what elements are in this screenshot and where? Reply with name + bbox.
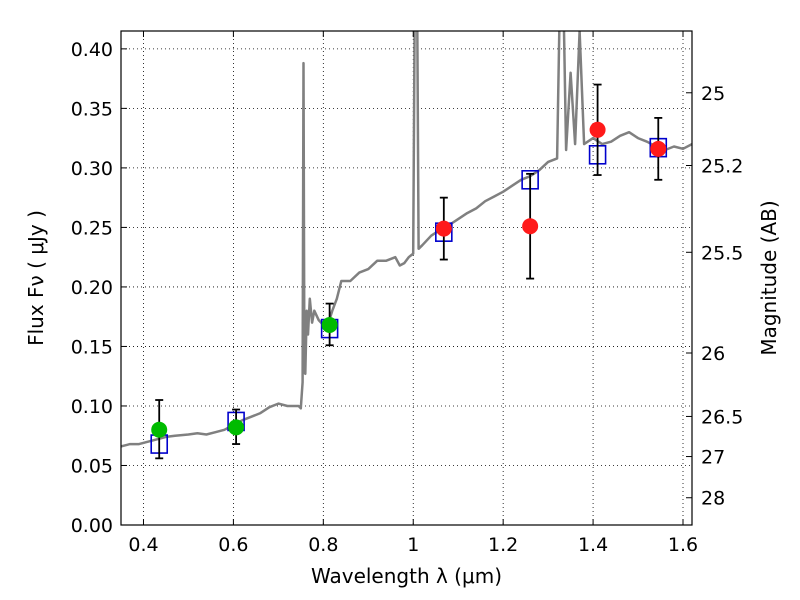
observed-point [151, 421, 168, 438]
y-tick-label: 0.35 [71, 98, 113, 120]
right-tick-label: 26 [701, 343, 725, 365]
observed-point [321, 317, 338, 334]
x-tick-label: 1.2 [488, 534, 518, 556]
right-tick-label: 25 [701, 83, 725, 105]
right-tick-label: 25.2 [701, 156, 743, 178]
sed-model-line [121, 31, 692, 448]
axis-ticks: 0.4 0.6 0.8 1 1.2 1.4 1.6 0.00 0.05 0.10 0.15 0.20 0… [71, 31, 743, 556]
x-tick-label: 0.8 [308, 534, 338, 556]
y-tick-label: 0.00 [71, 515, 113, 537]
x-axis-label: Wavelength λ (μm) [311, 564, 502, 588]
y-tick-label: 0.10 [71, 396, 113, 418]
observed-point [522, 218, 539, 235]
x-tick-label: 0.6 [218, 534, 248, 556]
right-tick-label: 26.5 [701, 406, 743, 428]
y-tick-label: 0.05 [71, 455, 113, 477]
axes-frame [120, 30, 693, 526]
y-axis-label: Flux Fν ( μJy ) [24, 210, 48, 346]
x-tick-label: 0.4 [128, 534, 158, 556]
y-tick-label: 0.40 [71, 39, 113, 61]
observed-point [228, 419, 245, 436]
observed-point [650, 140, 667, 157]
x-tick-label: 1.6 [668, 534, 698, 556]
y-tick-label: 0.20 [71, 277, 113, 299]
plot-area [121, 31, 692, 460]
right-axis-label: Magnitude (AB) [757, 200, 781, 355]
x-tick-label: 1.4 [578, 534, 608, 556]
right-tick-label: 25.5 [701, 242, 743, 264]
y-tick-label: 0.25 [71, 217, 113, 239]
right-tick-label: 27 [701, 447, 725, 469]
right-tick-label: 28 [701, 488, 725, 510]
y-tick-label: 0.30 [71, 158, 113, 180]
x-tick-label: 1 [407, 534, 419, 556]
y-tick-label: 0.15 [71, 336, 113, 358]
observed-point [435, 220, 452, 237]
observed-point [589, 121, 606, 138]
